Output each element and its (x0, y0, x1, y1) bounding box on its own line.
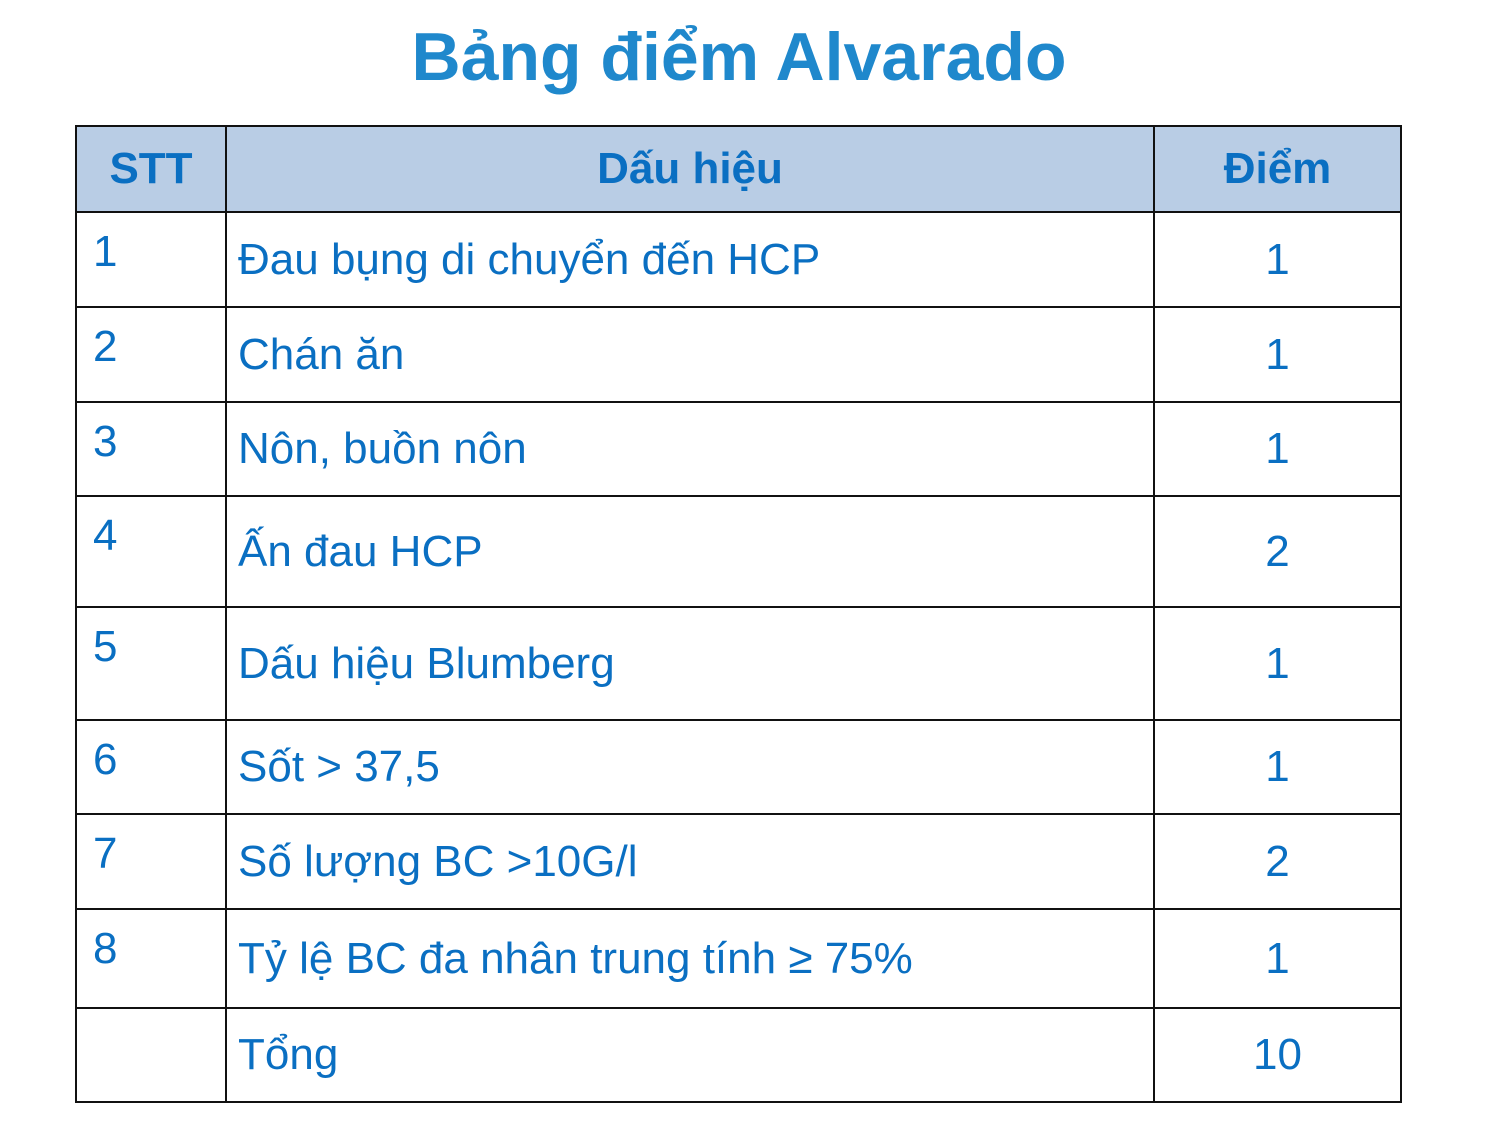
page-title: Bảng điểm Alvarado (411, 19, 1067, 95)
stt-cell: 4 (75, 495, 227, 608)
sign-cell: Số lượng BC >10G/l (225, 813, 1155, 910)
stt-cell: 5 (75, 606, 227, 721)
table-row: Tổng 10 (75, 1007, 1402, 1103)
sign-cell: Tổng (225, 1007, 1155, 1103)
header-stt: STT (75, 125, 227, 213)
score-cell: 1 (1153, 908, 1402, 1009)
score-cell: 1 (1153, 306, 1402, 403)
table-row: 5 Dấu hiệu Blumberg 1 (75, 606, 1402, 721)
table-row: 1 Đau bụng di chuyển đến HCP 1 (75, 211, 1402, 308)
sign-cell: Chán ăn (225, 306, 1155, 403)
score-cell: 1 (1153, 401, 1402, 497)
alvarado-score-table: STT Dấu hiệu Điểm 1 Đau bụng di chuyển đế… (75, 125, 1402, 1103)
sign-cell: Tỷ lệ BC đa nhân trung tính ≥ 75% (225, 908, 1155, 1009)
table-row: 2 Chán ăn 1 (75, 306, 1402, 403)
sign-cell: Đau bụng di chuyển đến HCP (225, 211, 1155, 308)
score-cell: 2 (1153, 495, 1402, 608)
stt-cell: 8 (75, 908, 227, 1009)
stt-cell: 1 (75, 211, 227, 308)
sign-cell: Ấn đau HCP (225, 495, 1155, 608)
table-row: 4 Ấn đau HCP 2 (75, 495, 1402, 608)
table-row: 8 Tỷ lệ BC đa nhân trung tính ≥ 75% 1 (75, 908, 1402, 1009)
stt-cell: 7 (75, 813, 227, 910)
sign-cell: Dấu hiệu Blumberg (225, 606, 1155, 721)
table-header-row: STT Dấu hiệu Điểm (75, 125, 1402, 213)
stt-cell: 2 (75, 306, 227, 403)
header-score: Điểm (1153, 125, 1402, 213)
header-sign: Dấu hiệu (225, 125, 1155, 213)
score-cell: 10 (1153, 1007, 1402, 1103)
score-cell: 1 (1153, 211, 1402, 308)
table-row: 6 Sốt > 37,5 1 (75, 719, 1402, 815)
sign-cell: Nôn, buồn nôn (225, 401, 1155, 497)
stt-cell: 3 (75, 401, 227, 497)
stt-cell: 6 (75, 719, 227, 815)
score-cell: 1 (1153, 606, 1402, 721)
table-row: 7 Số lượng BC >10G/l 2 (75, 813, 1402, 910)
sign-cell: Sốt > 37,5 (225, 719, 1155, 815)
stt-cell (75, 1007, 227, 1103)
table-row: 3 Nôn, buồn nôn 1 (75, 401, 1402, 497)
score-cell: 1 (1153, 719, 1402, 815)
score-cell: 2 (1153, 813, 1402, 910)
